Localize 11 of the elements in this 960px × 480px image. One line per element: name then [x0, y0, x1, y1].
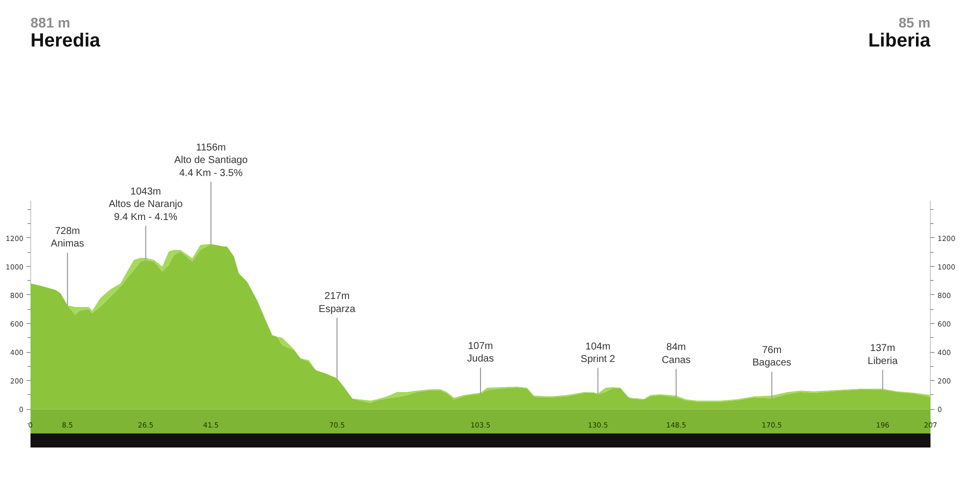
annotation: 107m Judas — [467, 341, 494, 365]
text: 881 m Heredia — [30, 14, 101, 52]
text: 85 m Liberia — [868, 14, 931, 52]
annotation: 217m Esparza — [318, 291, 356, 315]
annotation: 76m Bagaces — [752, 345, 792, 369]
annotation: 1043m Altos de Naranjo 9.4 Km - 4.1% — [108, 186, 184, 223]
annotation: 137m Liberia — [868, 343, 898, 367]
annotation: 104m Sprint 2 — [580, 341, 616, 366]
annotation: 728m Animas — [50, 226, 84, 250]
annotation: 1156m Alto de Santiago 4.4 Km - 3.5% — [174, 142, 248, 179]
annotation: 84m Canas — [662, 342, 691, 366]
